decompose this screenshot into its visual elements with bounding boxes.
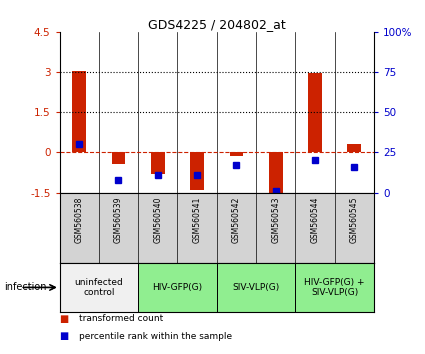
Bar [72,71,86,153]
Text: GSM560545: GSM560545 [350,196,359,242]
Bar [138,263,217,312]
Text: GSM560542: GSM560542 [232,196,241,242]
Bar [269,153,283,193]
Text: transformed count: transformed count [79,314,163,323]
Bar [60,263,138,312]
Bar [230,153,243,156]
Title: GDS4225 / 204802_at: GDS4225 / 204802_at [148,18,286,31]
Bar [295,263,374,312]
Text: GSM560538: GSM560538 [75,196,84,242]
Text: GSM560543: GSM560543 [271,196,280,242]
Bar [348,144,361,153]
Text: GSM560544: GSM560544 [311,196,320,242]
Text: GSM560539: GSM560539 [114,196,123,242]
Text: uninfected
control: uninfected control [74,278,123,297]
Bar [190,153,204,190]
Text: ■: ■ [60,331,69,341]
Text: SIV-VLP(G): SIV-VLP(G) [232,283,280,292]
Text: infection: infection [4,282,47,292]
Text: GSM560541: GSM560541 [193,196,201,242]
Text: GSM560540: GSM560540 [153,196,162,242]
Text: HIV-GFP(G) +
SIV-VLP(G): HIV-GFP(G) + SIV-VLP(G) [304,278,365,297]
Bar [151,153,164,174]
Text: percentile rank within the sample: percentile rank within the sample [79,332,232,341]
Text: HIV-GFP(G): HIV-GFP(G) [153,283,202,292]
Text: ■: ■ [60,314,69,324]
Bar [308,73,322,153]
Bar [217,263,295,312]
Bar [112,153,125,165]
